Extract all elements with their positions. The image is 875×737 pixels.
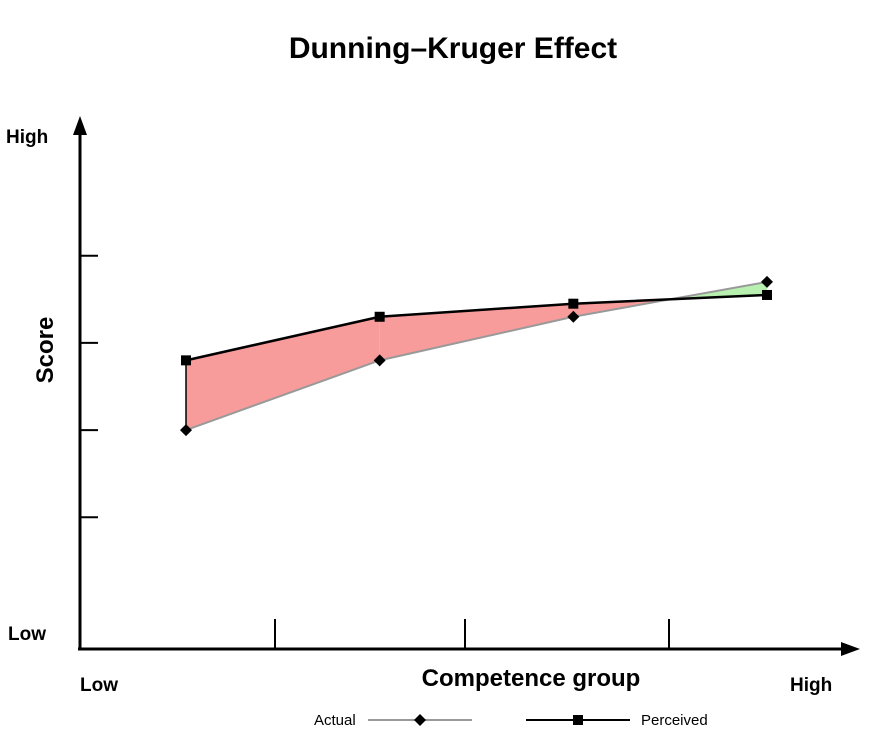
gap-fills (185, 281, 767, 431)
legend-label-perceived: Perceived (641, 712, 708, 729)
point-actual (761, 275, 773, 288)
point-actual (373, 354, 386, 367)
y-axis-arrow (73, 116, 87, 135)
y-axis-title: Score (32, 317, 59, 384)
legend-marker-actual (414, 714, 426, 726)
y-high-label: High (6, 127, 48, 148)
y-low-label: Low (8, 624, 46, 645)
legend-marker-perceived (573, 715, 583, 725)
point-perceived (181, 355, 191, 366)
x-axis-title: Competence group (422, 665, 641, 692)
series-lines (180, 275, 773, 437)
point-perceived (762, 289, 772, 300)
chart-title: Dunning–Kruger Effect (289, 32, 617, 65)
legend: Actual Perceived (314, 712, 708, 729)
x-axis-arrow (841, 642, 860, 656)
gap-fill-segment (379, 303, 574, 361)
point-perceived (568, 298, 579, 309)
gap-fill-segment (186, 316, 380, 431)
series-line-perceived (185, 293, 768, 362)
point-actual (567, 310, 580, 323)
x-low-label: Low (80, 675, 118, 696)
axis-ticks (80, 254, 670, 649)
legend-label-actual: Actual (314, 712, 356, 729)
x-high-label: High (790, 675, 832, 696)
point-actual (180, 424, 192, 437)
point-perceived (374, 311, 385, 322)
